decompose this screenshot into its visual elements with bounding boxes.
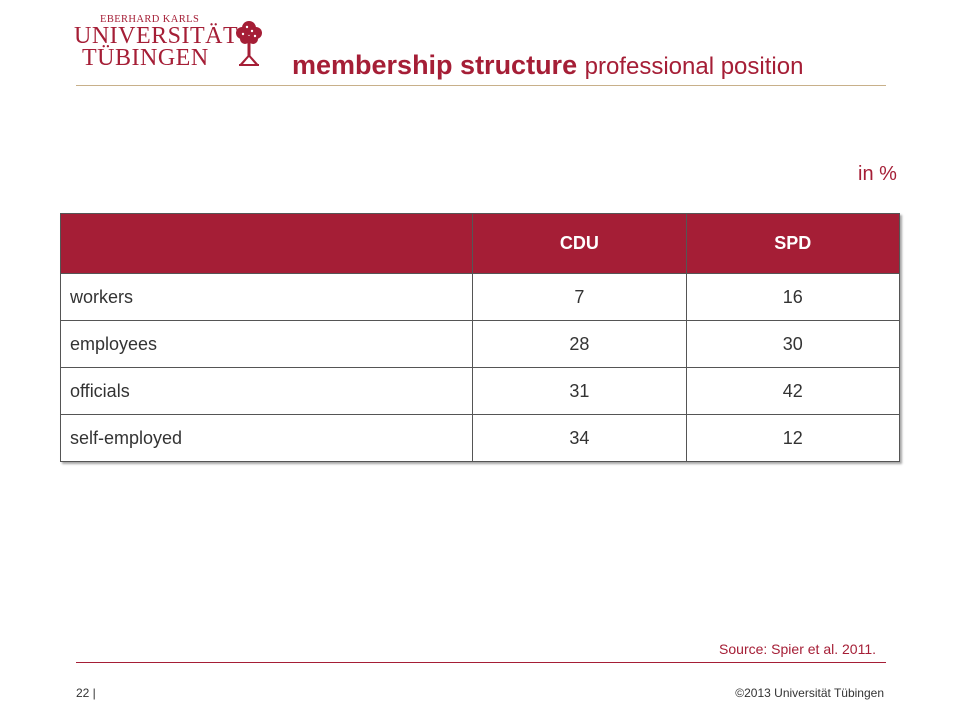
spd-value: 12 (685, 414, 901, 462)
header-cell-spd: SPD (685, 213, 901, 274)
footer-divider (76, 662, 886, 663)
university-logo: EBERHARD KARLS UNIVERSITÄT TÜBINGEN (74, 14, 274, 74)
row-label: workers (59, 273, 474, 321)
membership-table: CDU SPD workers 7 16 employees 28 30 off… (59, 213, 901, 462)
title-bold: membership structure (292, 50, 578, 80)
table-row: officials 31 42 (59, 367, 901, 415)
page-title: membership structure professional positi… (292, 48, 803, 84)
unit-label: in % (858, 163, 897, 185)
logo-text-line1: EBERHARD KARLS (100, 14, 200, 25)
spd-value: 30 (685, 320, 901, 368)
cdu-value: 7 (472, 273, 687, 321)
row-label: self-employed (59, 414, 474, 462)
tree-emblem-icon (236, 21, 262, 66)
table-row: workers 7 16 (59, 273, 901, 321)
page-number: 22 | (76, 686, 96, 700)
cdu-value: 28 (472, 320, 687, 368)
header-cell-empty (59, 213, 474, 274)
cdu-value: 34 (472, 414, 687, 462)
header-divider (76, 85, 886, 86)
spd-value: 16 (685, 273, 901, 321)
logo-text-line2: UNIVERSITÄT (74, 23, 239, 49)
table-row: self-employed 34 12 (59, 414, 901, 462)
cdu-value: 31 (472, 367, 687, 415)
source-citation: Source: Spier et al. 2011. (719, 641, 876, 657)
logo-text-line3: TÜBINGEN (82, 45, 209, 71)
table-row: employees 28 30 (59, 320, 901, 368)
title-subtitle: professional position (584, 53, 804, 80)
copyright-notice: ©2013 Universität Tübingen (735, 686, 884, 700)
header-cell-cdu: CDU (472, 213, 687, 274)
table-header-row: CDU SPD (59, 213, 901, 274)
row-label: officials (59, 367, 474, 415)
row-label: employees (59, 320, 474, 368)
spd-value: 42 (685, 367, 901, 415)
